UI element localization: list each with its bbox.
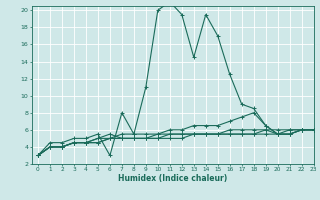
X-axis label: Humidex (Indice chaleur): Humidex (Indice chaleur) [118, 174, 228, 183]
